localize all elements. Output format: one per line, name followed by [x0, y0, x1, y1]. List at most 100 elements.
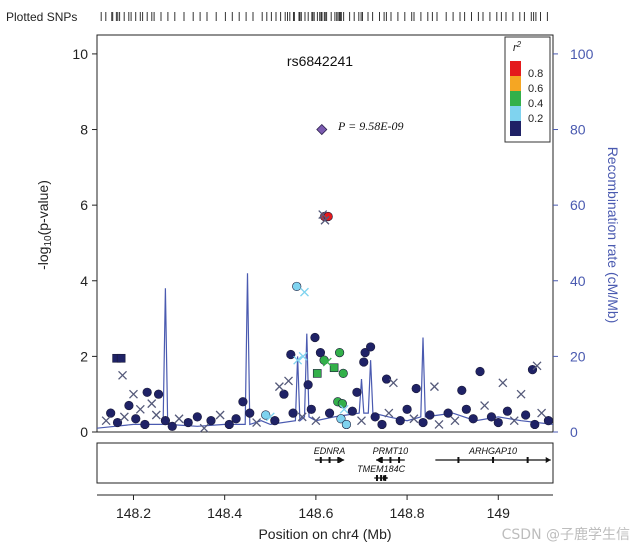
legend-label: 0.4: [528, 98, 543, 110]
snp-point-cross: [297, 412, 307, 422]
snp-point-cross: [532, 361, 542, 371]
snp-point: [486, 412, 497, 422]
y-tick-label: 10: [72, 46, 88, 62]
chart-title: rs6842241: [287, 53, 353, 69]
snp-point-cross: [147, 399, 157, 409]
lead-p-value-label: P = 9.58E-09: [337, 119, 404, 133]
snp-point: [131, 414, 141, 424]
snp-point-cross: [293, 355, 303, 365]
y-tick-label: 4: [80, 273, 88, 289]
snp-point: [521, 410, 531, 420]
snp-point-cross: [450, 416, 460, 426]
snp-point: [530, 419, 540, 430]
snp-point: [286, 349, 296, 360]
snp-point: [468, 414, 478, 424]
gene-exon: [398, 457, 401, 463]
snp-point-cross: [311, 416, 321, 426]
plot-frame: [96, 34, 554, 433]
snp-point: [341, 419, 352, 430]
y-axis-title: -log10(p-value): [35, 180, 54, 270]
gene-strand-arrow: [339, 457, 345, 463]
snp-point: [347, 406, 357, 416]
y2-tick-label: 100: [570, 46, 594, 62]
snp-point: [261, 410, 271, 420]
legend-label: 0.2: [528, 113, 543, 125]
snp-point: [443, 408, 453, 418]
snp-point: [167, 421, 177, 431]
gene-exon: [457, 457, 460, 463]
y-axis-left: 0 2 4 6 8 10: [72, 46, 97, 440]
x-axis-title: Position on chr4 (Mb): [258, 526, 391, 542]
snp-point: [245, 408, 255, 418]
gene-exon: [492, 457, 495, 463]
gene-label: ARHGAP10: [468, 446, 517, 456]
gene-label: TMEM184C: [357, 464, 406, 474]
snp-point: [319, 355, 329, 365]
snp-point: [192, 412, 202, 422]
snp-point: [359, 357, 369, 367]
snp-point-cross: [284, 376, 293, 386]
snp-point-cross: [509, 416, 519, 426]
plotted-snps-label: Plotted SNPs: [6, 10, 77, 24]
snp-point: [543, 416, 554, 426]
gene-exon: [380, 457, 383, 463]
snp-point-cross: [318, 210, 328, 220]
legend-swatch: [510, 106, 521, 121]
gene-exon: [319, 457, 322, 463]
r2-legend: r2 0.8 0.6 0.4 0.2: [504, 36, 551, 143]
legend-swatch: [510, 76, 521, 91]
snp-point-square: [312, 369, 322, 378]
snp-point-cross: [300, 287, 309, 297]
snp-point-cross: [119, 412, 129, 422]
snp-point: [160, 416, 170, 426]
snp-point: [461, 404, 471, 414]
snp-point-cross: [151, 410, 161, 420]
snp-point: [377, 419, 387, 430]
snp-point: [324, 408, 335, 418]
snp-point-cross: [339, 404, 349, 414]
snp-point-cross: [101, 416, 111, 426]
snp-point-cross: [498, 378, 508, 388]
gene-track: EDNRA PRMT10 ARHGAP10 TMEM184C: [314, 446, 551, 481]
snp-point: [224, 419, 234, 430]
legend-swatch: [510, 121, 521, 136]
x-tick-label: 148.8: [390, 505, 425, 521]
snp-point: [183, 417, 193, 428]
snp-point: [306, 404, 316, 414]
snp-point-square: [116, 353, 126, 363]
snp-point: [315, 348, 326, 358]
snp-point: [140, 419, 150, 430]
snp-point-cross: [274, 382, 284, 392]
gene-exon: [337, 457, 340, 463]
y2-tick-label: 0: [570, 424, 578, 440]
snp-point: [206, 416, 216, 426]
snp-point-cross: [434, 419, 444, 429]
lead-snp-annotation: P = 9.58E-09: [337, 119, 404, 133]
snp-point: [238, 397, 248, 407]
gene-strand-arrow: [376, 457, 382, 463]
legend-swatch: [510, 61, 521, 76]
y-tick-label: 6: [80, 197, 88, 213]
snp-point: [153, 389, 164, 399]
snp-points-layer: [101, 123, 554, 433]
legend-title: r2: [513, 40, 522, 54]
watermark: CSDN @子鹿学生信: [501, 527, 630, 543]
snp-point: [336, 414, 346, 424]
snp-point: [418, 417, 428, 428]
snp-point: [303, 380, 313, 390]
legend-label: 0.6: [528, 83, 543, 95]
y-tick-label: 8: [80, 122, 88, 138]
snp-point-cross: [135, 404, 145, 414]
snp-point: [124, 400, 134, 411]
snp-point: [502, 406, 513, 416]
gene-exon: [384, 475, 387, 481]
x-tick-label: 148.4: [207, 505, 242, 521]
snp-point: [142, 387, 152, 397]
snp-point: [411, 383, 421, 394]
snp-point: [231, 414, 241, 424]
snp-point: [360, 348, 370, 358]
snp-point-cross: [129, 389, 138, 399]
y2-tick-label: 20: [570, 348, 586, 364]
snp-point: [381, 374, 392, 384]
gene-exon: [526, 457, 529, 463]
